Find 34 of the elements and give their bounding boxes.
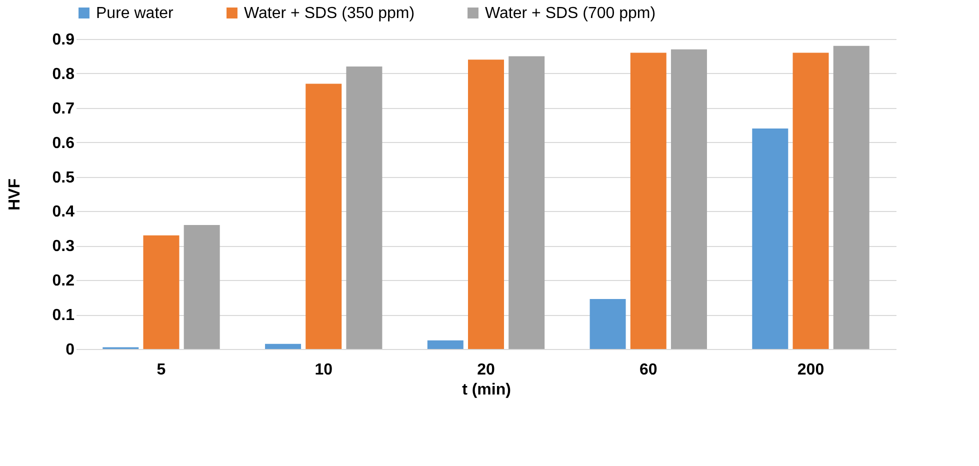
y-tick-label: 0.3 (52, 238, 75, 256)
x-tick-label: 60 (639, 362, 658, 378)
bar (184, 225, 220, 349)
y-tick-label: 0.2 (52, 272, 75, 290)
bar (670, 49, 707, 349)
y-tick-label: 0 (66, 342, 75, 358)
y-tick-label: 0.9 (52, 32, 75, 48)
bar (468, 60, 504, 349)
bar (427, 340, 464, 349)
x-axis-title: t (min) (462, 382, 511, 398)
bar (265, 344, 302, 349)
legend-label: Water + SDS (350 ppm) (244, 5, 415, 22)
y-tick-label: 0.8 (52, 66, 75, 83)
x-tick-label: 10 (314, 362, 333, 378)
y-tick-label: 0.4 (52, 204, 75, 221)
bar (306, 84, 342, 349)
x-tick-label: 200 (797, 362, 824, 378)
bar (792, 52, 829, 349)
bar (143, 235, 180, 349)
legend-label: Water + SDS (700 ppm) (485, 5, 656, 22)
bar (833, 46, 870, 349)
bar (752, 128, 788, 349)
x-tick-label: 20 (477, 362, 495, 378)
y-tick-label: 0.6 (52, 134, 75, 152)
bar (630, 52, 666, 349)
x-tick-label: 5 (156, 362, 166, 378)
legend-label: Pure water (96, 5, 174, 22)
y-axis-title: HVF (6, 178, 24, 210)
bar (508, 56, 545, 349)
bar (590, 299, 626, 349)
y-tick-label: 0.1 (52, 307, 75, 324)
bar (346, 66, 382, 349)
y-tick-label: 0.7 (52, 100, 75, 118)
y-tick-label: 0.5 (52, 169, 75, 186)
